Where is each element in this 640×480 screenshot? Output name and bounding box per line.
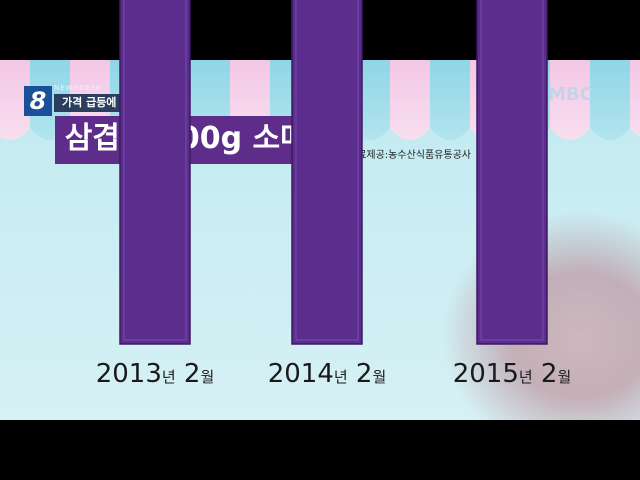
category-label: 2013년 2월: [96, 359, 215, 389]
category-label: 2015년 2월: [453, 359, 572, 389]
awning-stripe: [0, 60, 30, 140]
chart-title: 삼겹살 100g 소매가: [64, 121, 336, 156]
data-source: 자료제공:농수산식품유통공사: [348, 150, 471, 161]
category-label: 2014년 2월: [268, 359, 387, 389]
bar-highlight: [295, 0, 359, 341]
bar: [119, 0, 191, 345]
bar-highlight: [123, 0, 187, 341]
newsdesk-brand: NEWSDESK: [54, 84, 102, 92]
awning-stripe: [590, 60, 630, 140]
mbc-logo: MBC: [548, 84, 593, 105]
newsdesk-badge: 8: [24, 86, 52, 116]
bar-highlight: [480, 0, 544, 341]
bar: [476, 0, 548, 345]
bar: [291, 0, 363, 345]
awning-stripe: [550, 60, 590, 140]
awning-stripe: [630, 60, 640, 137]
awning-stripe: [430, 60, 470, 140]
awning-stripe: [390, 60, 430, 140]
